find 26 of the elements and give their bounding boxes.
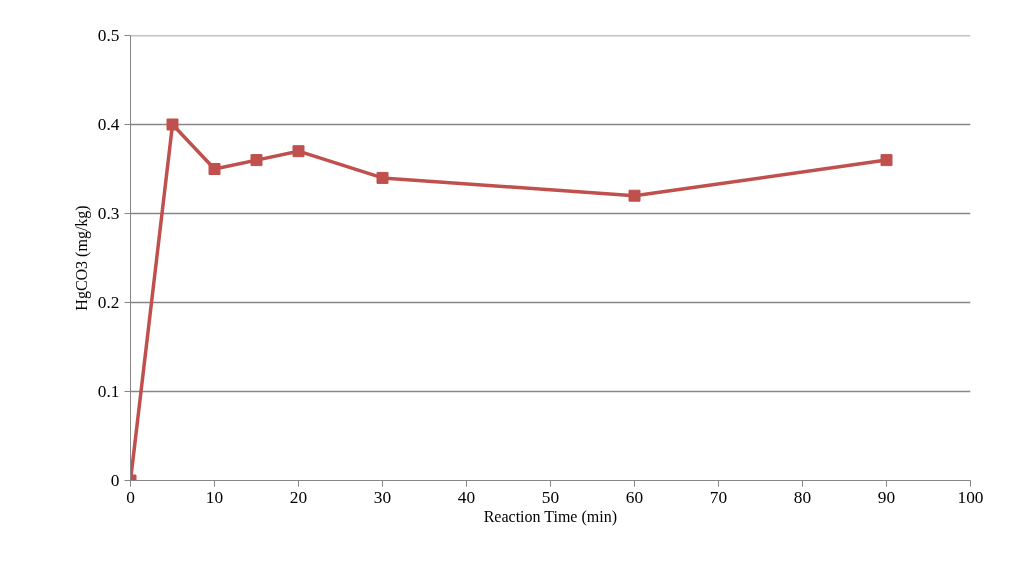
y-axis-title: HgCO3 (mg/kg) xyxy=(72,205,91,311)
x-axis-title: Reaction Time (min) xyxy=(483,507,618,526)
y-tick-label: 0.1 xyxy=(97,382,120,401)
x-tick-label: 20 xyxy=(289,487,308,507)
x-tick-label: 30 xyxy=(373,487,392,507)
x-tick-label: 70 xyxy=(709,487,728,507)
point xyxy=(628,189,641,202)
x-tick-label: 80 xyxy=(793,487,812,507)
x-tick-label: 90 xyxy=(877,487,896,507)
x-tick-label: 60 xyxy=(625,487,644,507)
point xyxy=(208,163,221,175)
x-tick-label: 10 xyxy=(205,487,224,507)
y-tick-label: 0.4 xyxy=(97,115,120,134)
x-tick-label: 50 xyxy=(541,487,560,507)
x-tick-label: 0 xyxy=(126,487,135,507)
y-tick-label: 0.5 xyxy=(97,26,120,45)
point xyxy=(880,154,893,167)
x-tick-label: 100 xyxy=(957,487,984,507)
y-tick-label: 0.3 xyxy=(97,204,120,223)
y-tick-label: 0.2 xyxy=(97,293,120,312)
point xyxy=(376,171,389,184)
x-tick-label: 40 xyxy=(457,487,476,507)
point xyxy=(166,118,179,131)
point xyxy=(292,145,305,158)
point xyxy=(250,154,263,167)
y-tick-label: 0 xyxy=(110,471,120,490)
